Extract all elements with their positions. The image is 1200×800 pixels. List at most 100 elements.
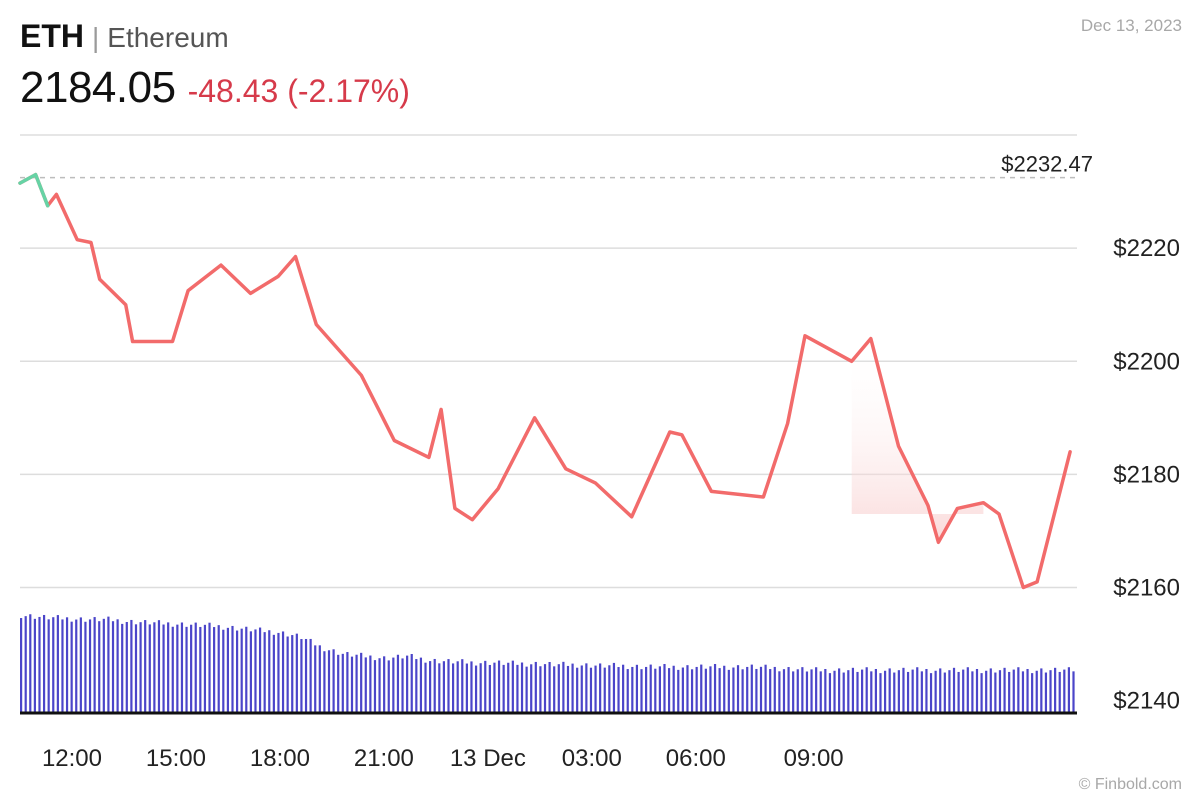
volume-bar (442, 661, 445, 712)
volume-bar (479, 663, 482, 712)
volume-bar (796, 669, 799, 712)
price-low-area (851, 338, 984, 543)
volume-bar (323, 651, 326, 712)
volume-bar (658, 666, 661, 712)
volume-bar (902, 667, 905, 712)
volume-bar (1031, 673, 1034, 712)
volume-bar (144, 620, 147, 712)
volume-bar (52, 617, 55, 712)
volume-bar (153, 622, 156, 712)
volume-bar (782, 669, 786, 712)
volume-bar (369, 655, 372, 712)
volume-bar (828, 673, 832, 712)
volume-bar (1035, 670, 1038, 712)
volume-bar (190, 624, 193, 712)
y-tick-label: $2200 (1113, 348, 1180, 375)
volume-bar (461, 659, 464, 712)
volume-bar (732, 667, 735, 712)
volume-bar (79, 617, 82, 712)
volume-bar (727, 669, 730, 712)
volume-bar (530, 664, 533, 712)
volume-bar (975, 668, 979, 712)
y-tick-label: $2180 (1113, 461, 1180, 488)
volume-bar (645, 666, 648, 712)
volume-bar (943, 672, 946, 712)
volume-bar (364, 657, 367, 712)
volume-bar (654, 668, 657, 712)
volume-bar (406, 655, 409, 712)
volume-bar (29, 614, 32, 712)
volume-bar (543, 664, 547, 712)
volume-bar (778, 671, 781, 712)
volume-bar (304, 638, 308, 712)
volume-bar (65, 617, 69, 712)
volume-bar (1003, 667, 1006, 712)
volume-bar (56, 615, 59, 712)
volume-bar (920, 671, 923, 712)
volume-bar (410, 654, 413, 712)
volume-bar (966, 667, 969, 712)
volume-bar (769, 669, 772, 712)
volume-bar (1058, 671, 1061, 712)
volume-bar (121, 623, 124, 712)
x-axis-labels: 12:00 15:00 18:00 21:00 13 Dec 03:00 06:00 09:0… (42, 745, 844, 772)
volume-bar (327, 650, 331, 712)
volume-bar (346, 652, 349, 712)
volume-bar (838, 668, 841, 712)
volume-bar (502, 664, 505, 712)
volume-bar (700, 664, 703, 712)
volume-bar (176, 624, 179, 712)
asset-name: Ethereum (107, 22, 229, 53)
volume-bar (1012, 669, 1015, 712)
y-tick-label: $2220 (1113, 235, 1180, 262)
volume-bar (185, 626, 188, 712)
volume-bar (792, 671, 795, 712)
x-tick-label: 21:00 (354, 745, 414, 772)
volume-bar (883, 670, 887, 712)
volume-bar (594, 665, 597, 712)
volume-bar (20, 618, 23, 712)
volume-bar (350, 656, 354, 712)
x-tick-label: 06:00 (666, 745, 726, 772)
volume-bar (419, 657, 423, 712)
volume-bar (268, 630, 271, 712)
volume-bar (47, 619, 50, 712)
volume-bar (507, 662, 510, 712)
volume-bar (383, 656, 386, 712)
volume-bar (985, 670, 988, 712)
volume-bar (585, 663, 588, 712)
volume-bar (415, 659, 418, 712)
volume-bar (667, 668, 671, 712)
volume-bar (897, 670, 900, 712)
volume-bar (1049, 670, 1052, 712)
volume-bar (631, 666, 634, 712)
volume-bar (125, 621, 128, 712)
volume-bar (24, 616, 27, 712)
volume-bar (355, 654, 358, 712)
volume-bar (235, 630, 239, 712)
volume-bar (245, 626, 248, 712)
volume-bar (401, 658, 404, 712)
volume-bar (911, 669, 914, 712)
volume-bar (116, 619, 119, 712)
volume-bar (773, 666, 776, 712)
volume-bar (111, 621, 115, 712)
volume-bar (939, 668, 942, 712)
volume-bar (566, 665, 570, 712)
volume-bar (139, 622, 142, 712)
volume-bar (157, 620, 161, 712)
volume-bar (263, 632, 266, 712)
volume-bar (851, 667, 855, 712)
volume-bar (571, 663, 574, 712)
volume-bar (387, 660, 390, 712)
volume-bar (962, 669, 965, 712)
volume-bar (906, 671, 910, 712)
volume-bar (677, 669, 680, 712)
volume-bar (553, 666, 556, 712)
volume-bar (194, 622, 197, 712)
volume-bar (433, 658, 436, 712)
volume-bar (599, 663, 602, 712)
volume-bar (847, 670, 850, 712)
volume-bar (672, 665, 675, 712)
